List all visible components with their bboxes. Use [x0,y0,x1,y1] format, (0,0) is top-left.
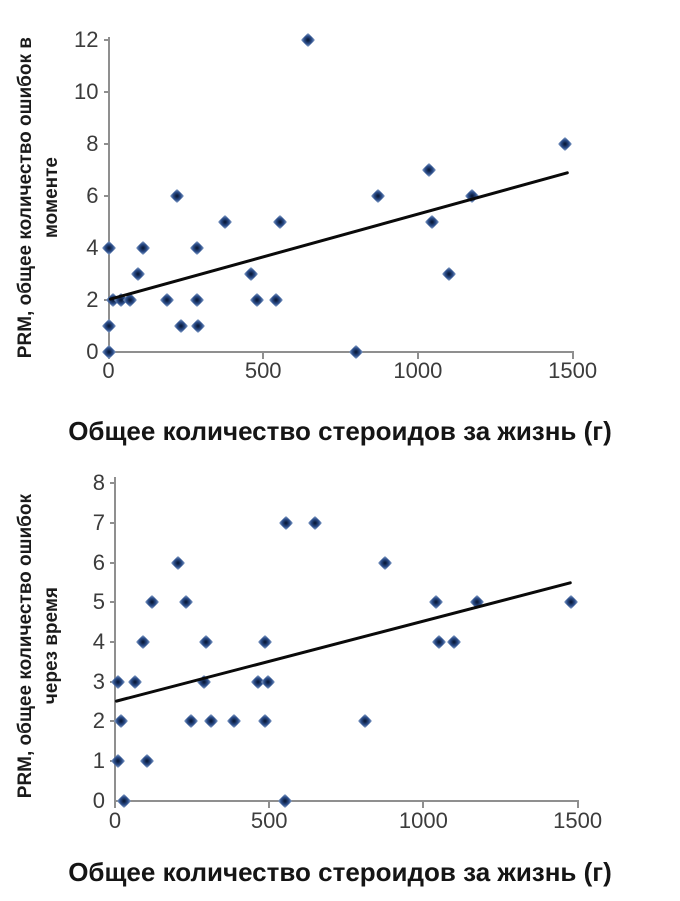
y-tick-label: 0 [86,338,99,364]
x-axis [114,799,579,802]
y-tick-label: 5 [92,589,105,615]
data-point [117,793,132,808]
data-point [431,634,446,649]
y-tick-mark [103,143,108,146]
x-tick-label: 500 [250,808,288,833]
x-tick-label: 1500 [548,358,598,383]
x-tick-mark [571,351,574,359]
y-tick-mark [110,521,114,524]
y-tick-label: 8 [92,470,105,496]
data-point [377,555,392,570]
x-tick-label: 0 [102,358,115,383]
x-tick-label: 1500 [553,808,603,833]
x-tick-mark [262,351,265,359]
y-tick-label: 4 [86,234,99,260]
y-tick-label: 4 [92,628,105,654]
y-tick-label: 2 [86,286,99,312]
data-point [127,674,143,689]
x-tick-label: 1000 [393,358,443,383]
data-point [178,595,193,610]
data-point [564,595,579,610]
data-point [135,634,150,649]
data-point [257,714,272,729]
y-tick-label: 8 [86,131,99,157]
y-tick-label: 6 [92,549,105,575]
y-tick-label: 10 [74,79,99,105]
y-axis [107,37,110,359]
y-tick-label: 2 [92,708,105,734]
data-point [279,515,294,530]
data-point [428,595,443,610]
x-tick-label: 500 [244,358,282,383]
y-tick-mark [110,561,114,564]
x-tick-mark [416,351,419,359]
data-point [203,714,218,729]
y-tick-label: 7 [92,509,105,535]
data-point [260,674,275,689]
data-point [140,753,155,768]
y-tick-label: 0 [92,787,105,813]
x-axis [107,350,574,353]
y-tick-label: 12 [74,27,99,53]
x-tick-mark [268,800,271,808]
x-tick-mark [422,800,425,808]
y-tick-label: 6 [86,182,99,208]
x-tick-label: 1000 [398,808,448,833]
data-point [183,714,198,729]
y-tick-mark [103,298,108,301]
x-axis-title-bottom: Общее количество стероидов за жизнь (г) [68,857,612,887]
data-point [114,714,129,729]
x-tick-label: 0 [108,808,122,833]
x-axis-title-top: Общее количество стероидов за жизнь (г) [68,416,612,446]
data-point [357,714,372,729]
y-tick-label: 3 [92,668,105,694]
data-point [447,634,462,649]
data-point [308,515,323,530]
data-point [171,555,186,570]
y-tick-mark [103,91,108,94]
y-axis [114,477,116,808]
y-tick-mark [110,640,114,643]
data-point [257,634,272,649]
y-tick-mark [103,194,108,197]
y-tick-mark [110,482,114,485]
y-tick-mark [110,601,114,604]
data-point [226,714,241,729]
y-tick-mark [103,39,108,42]
data-point [198,634,214,649]
data-point [277,793,292,808]
data-point [144,595,160,610]
y-axis-title-bottom-line1: PRM, общее количество ошибок [15,493,36,799]
x-tick-mark [576,800,579,808]
y-tick-mark [110,720,114,723]
y-tick-label: 1 [92,747,105,773]
